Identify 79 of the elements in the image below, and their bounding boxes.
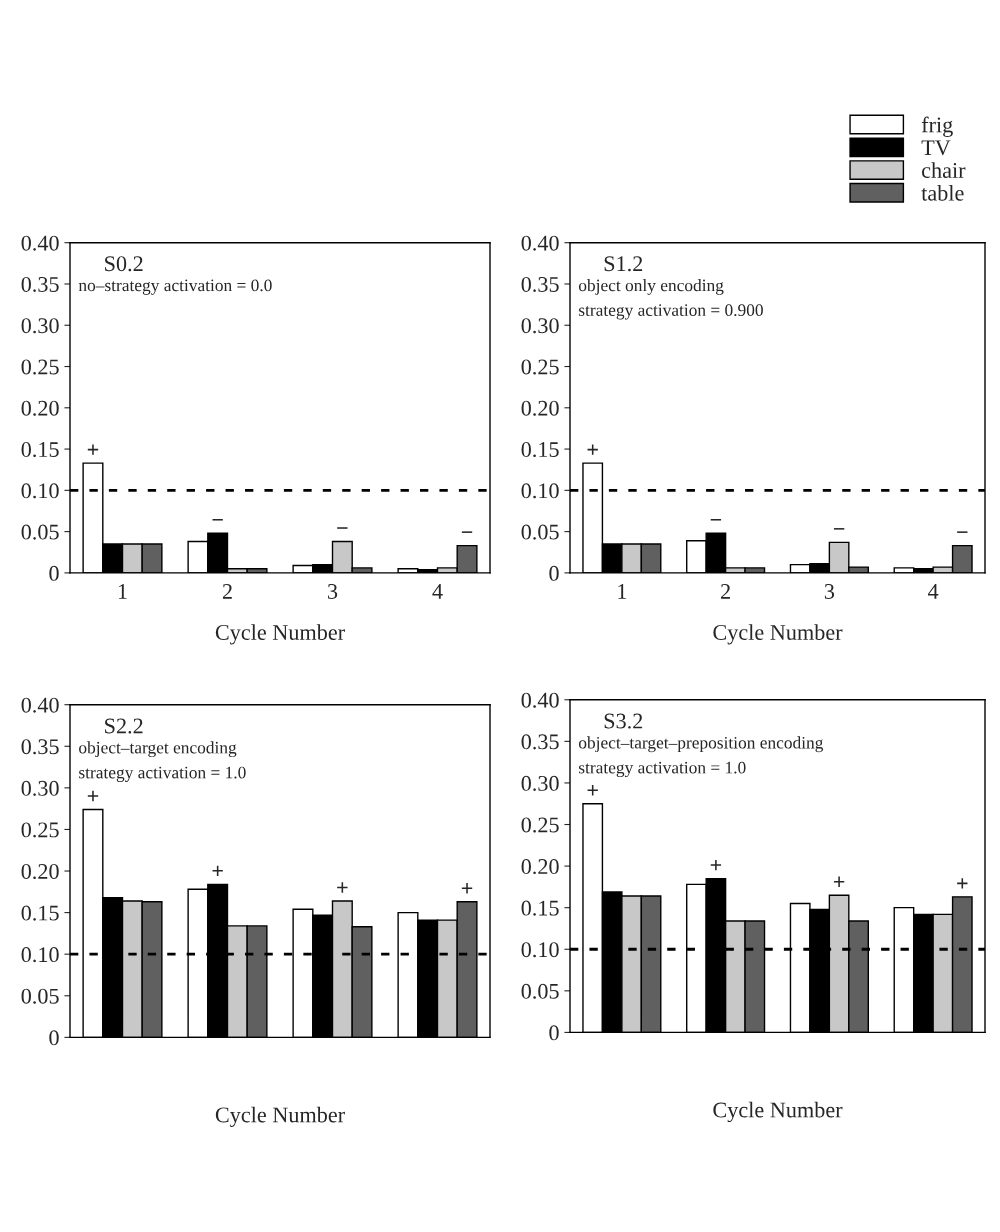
y-tick-label: 0.20 — [21, 863, 59, 880]
y-tick-label: 0 — [549, 565, 559, 581]
y-tick-label: 0.30 — [21, 780, 59, 796]
x-tick-label: 2 — [721, 584, 730, 599]
data-label: + — [587, 444, 598, 455]
y-tick-label: 0.15 — [521, 900, 559, 916]
legend-label: frig — [921, 116, 953, 137]
y-tick-label: 0.10 — [521, 483, 559, 499]
text: object only encoding — [578, 279, 724, 295]
y-tick-label: 0.10 — [521, 942, 559, 958]
chart-title: S0.2 — [105, 256, 143, 272]
y-tick-label: 0.25 — [21, 359, 59, 375]
y-tick-label: 0.15 — [521, 442, 559, 458]
text: object–target encoding — [79, 741, 237, 758]
y-tick-label: 0.40 — [21, 235, 59, 251]
y-tick-label: 0.15 — [21, 905, 59, 921]
y-tick-label: 0.20 — [21, 400, 59, 416]
annotation: strategy activation = 0.900 — [579, 304, 763, 320]
y-tick-label: 0.15 — [21, 442, 59, 458]
data-label: + — [710, 859, 722, 871]
y-tick-label: 0.40 — [21, 697, 59, 713]
y-tick-label: 0.05 — [521, 983, 559, 999]
data-label: + — [461, 883, 473, 894]
y-tick-label: 0.20 — [521, 400, 559, 416]
y-tick-label: 0.30 — [521, 775, 559, 791]
x-tick-label: 3 — [328, 584, 338, 599]
text: object–target–preposition encoding — [578, 736, 824, 753]
x-tick-label: 2 — [222, 584, 232, 599]
data-label: − — [957, 531, 968, 533]
y-tick-label: 0.25 — [521, 359, 559, 375]
annotation: strategy activation = 1.0 — [579, 761, 746, 778]
x-tick-label: 4 — [928, 584, 939, 599]
data-label: + — [587, 785, 598, 796]
y-tick-label: 0.30 — [21, 318, 59, 334]
chart-title: S1.2 — [604, 256, 643, 272]
data-label: + — [833, 876, 845, 887]
y-tick-label: 0.05 — [21, 524, 59, 540]
data-label: − — [833, 528, 845, 530]
y-tick-label: 0.10 — [21, 947, 59, 963]
y-tick-label: 0.35 — [521, 734, 559, 750]
y-tick-label: 0.25 — [521, 817, 559, 833]
annotation: strategy activation = 1.0 — [79, 766, 246, 782]
data-label: − — [710, 518, 722, 521]
x-axis-title: Cycle Number — [215, 1106, 345, 1127]
y-tick-label: 0.40 — [521, 235, 559, 251]
x-tick-label: 1 — [618, 584, 627, 599]
y-tick-label: 0.20 — [521, 859, 559, 875]
legend-label: TV — [921, 140, 951, 156]
legend-label: chair — [922, 162, 966, 178]
data-label: + — [212, 865, 223, 877]
data-label: + — [87, 790, 99, 802]
data-label: − — [337, 527, 348, 529]
data-label: + — [337, 882, 348, 893]
x-axis-title: Cycle Number — [713, 1101, 843, 1123]
y-tick-label: 0.05 — [521, 524, 559, 540]
y-tick-label: 0 — [49, 1030, 59, 1046]
legend-label: table — [921, 185, 964, 201]
y-tick-label: 0.30 — [521, 318, 559, 334]
y-tick-label: 0.05 — [21, 988, 59, 1004]
x-tick-label: 3 — [824, 584, 835, 599]
y-tick-label: 0.10 — [21, 483, 59, 499]
x-axis-title: Cycle Number — [713, 624, 843, 645]
data-label: − — [461, 531, 473, 533]
y-tick-label: 0.40 — [521, 692, 559, 708]
chart-title: S3.2 — [604, 713, 643, 729]
y-tick-label: 0.35 — [21, 739, 59, 755]
y-tick-label: 0.35 — [521, 276, 559, 292]
y-tick-label: 0.35 — [21, 276, 59, 292]
y-tick-label: 0 — [49, 565, 59, 581]
data-label: − — [212, 518, 223, 521]
y-tick-label: 0 — [549, 1025, 559, 1041]
text: no–strategy activation = 0.0 — [78, 279, 272, 295]
x-tick-label: 4 — [432, 584, 443, 599]
data-label: + — [87, 444, 99, 455]
data-label: + — [957, 878, 968, 889]
y-tick-label: 0.25 — [21, 822, 59, 838]
chart-title: S2.2 — [105, 718, 143, 734]
x-axis-title: Cycle Number — [215, 624, 345, 645]
x-tick-label: 1 — [118, 584, 127, 599]
